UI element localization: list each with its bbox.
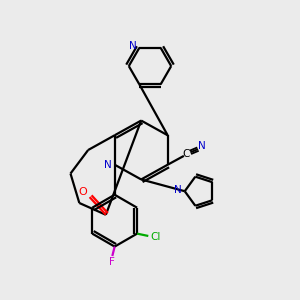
Text: Cl: Cl [150, 232, 161, 242]
Text: N: N [174, 185, 182, 195]
Text: C: C [182, 149, 190, 159]
Text: O: O [79, 187, 88, 197]
Text: F: F [109, 257, 115, 267]
Text: N: N [129, 41, 137, 51]
Text: N: N [104, 160, 112, 170]
Text: N: N [198, 141, 206, 151]
